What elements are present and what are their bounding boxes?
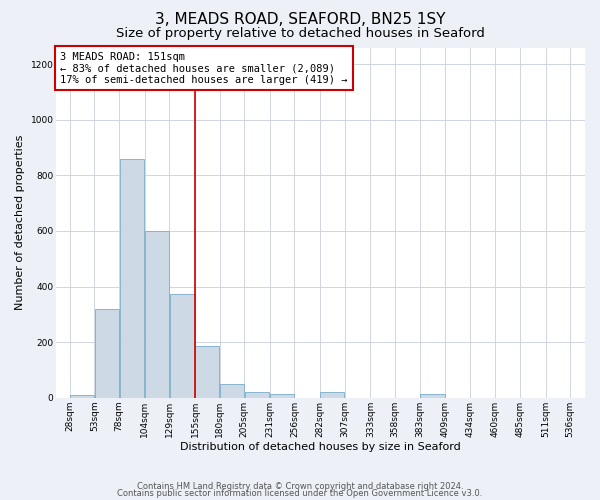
Text: 3, MEADS ROAD, SEAFORD, BN25 1SY: 3, MEADS ROAD, SEAFORD, BN25 1SY [155, 12, 445, 28]
Bar [196, 346, 219, 398]
Bar [270, 394, 294, 398]
Bar [119, 158, 145, 398]
Bar [170, 294, 194, 398]
Text: Contains public sector information licensed under the Open Government Licence v3: Contains public sector information licen… [118, 489, 482, 498]
Text: 3 MEADS ROAD: 151sqm
← 83% of detached houses are smaller (2,089)
17% of semi-de: 3 MEADS ROAD: 151sqm ← 83% of detached h… [60, 52, 347, 85]
Y-axis label: Number of detached properties: Number of detached properties [15, 135, 25, 310]
Bar [420, 394, 445, 398]
Bar [320, 392, 344, 398]
Bar [245, 392, 269, 398]
Bar [70, 395, 94, 398]
X-axis label: Distribution of detached houses by size in Seaford: Distribution of detached houses by size … [180, 442, 461, 452]
Text: Contains HM Land Registry data © Crown copyright and database right 2024.: Contains HM Land Registry data © Crown c… [137, 482, 463, 491]
Text: Size of property relative to detached houses in Seaford: Size of property relative to detached ho… [116, 28, 484, 40]
Bar [145, 231, 169, 398]
Bar [95, 309, 119, 398]
Bar [220, 384, 244, 398]
